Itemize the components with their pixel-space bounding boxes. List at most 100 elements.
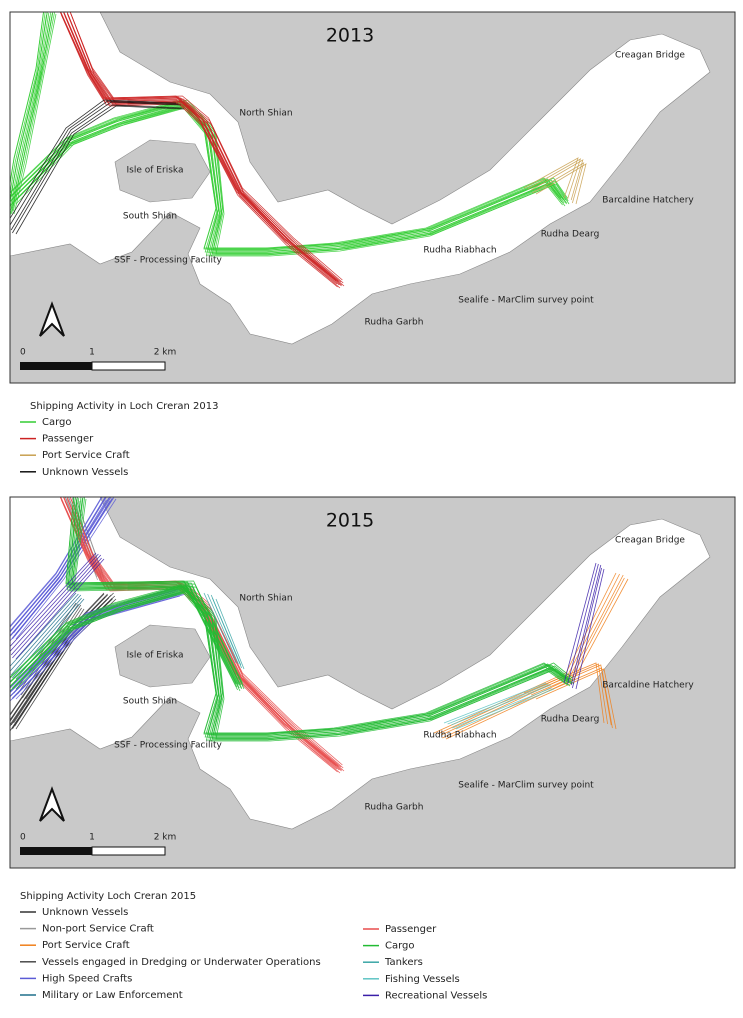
place-label: Rudha Garbh — [365, 318, 424, 328]
vessel-track — [527, 158, 582, 200]
map-frame — [9, 496, 736, 869]
vessel-track — [10, 592, 571, 742]
vessel-track — [10, 497, 103, 627]
vessel-track — [563, 562, 597, 684]
scale-label: 2 km — [154, 833, 177, 843]
vessel-track — [210, 594, 242, 666]
water — [10, 12, 711, 345]
vessel-track — [13, 13, 57, 215]
legend-text: Fishing Vessels — [385, 974, 460, 985]
legend-text: Non-port Service Craft — [42, 924, 154, 935]
place-label: Rudha Riabhach — [423, 731, 496, 741]
vessel-track — [10, 100, 179, 226]
vessel-track — [447, 683, 549, 725]
legend-text: Port Service Craft — [42, 450, 130, 461]
vessel-track — [10, 593, 79, 672]
legend-title: Shipping Activity in Loch Creran 2013 — [30, 401, 218, 412]
scale-bar-white — [91, 361, 166, 371]
place-label: Creagan Bridge — [615, 536, 685, 546]
scale-bar-black — [20, 362, 92, 370]
place-label: North Shian — [239, 109, 292, 119]
scale-label: 1 — [89, 348, 95, 358]
scale-bar-white — [91, 846, 166, 856]
place-label: Isle of Eriska — [127, 166, 184, 176]
island — [114, 139, 211, 203]
vessel-track — [15, 105, 185, 235]
place-label: Rudha Dearg — [541, 230, 600, 240]
vessel-track — [10, 497, 107, 633]
vessel-track — [575, 568, 605, 690]
legend-text: Tankers — [384, 957, 423, 968]
water — [10, 497, 711, 830]
map-body — [10, 497, 735, 868]
vessel-track — [535, 163, 587, 205]
legend-text: Passenger — [385, 924, 437, 935]
legend: Shipping Activity Loch Creran 2015 Unknow… — [20, 891, 487, 1001]
vessel-track — [71, 498, 242, 690]
vessel-track — [10, 592, 77, 667]
vessel-track — [10, 497, 110, 638]
vessel-track — [10, 99, 177, 220]
vessel-track — [570, 564, 602, 686]
vessel-track — [68, 497, 240, 689]
legend-text: Recreational Vessels — [385, 990, 487, 1001]
vessel-track — [452, 687, 552, 729]
vessel-track — [69, 500, 241, 692]
vessel-track — [10, 101, 181, 231]
legend-text: Passenger — [42, 434, 94, 445]
place-label: Rudha Garbh — [365, 803, 424, 813]
vessel-track — [10, 588, 568, 738]
legend-text: Port Service Craft — [42, 940, 130, 951]
vessel-track — [10, 104, 565, 254]
place-label: Creagan Bridge — [615, 51, 685, 61]
vessel-track — [15, 498, 117, 640]
vessel-track — [10, 586, 569, 736]
place-label: SSF - Processing Facility — [114, 256, 222, 266]
vessel-track — [66, 497, 238, 688]
vessel-track — [10, 12, 48, 204]
vessel-track — [437, 573, 620, 735]
map-body — [10, 12, 735, 383]
vessel-track — [10, 12, 45, 187]
vessel-track — [10, 101, 564, 251]
vessel-track — [10, 497, 103, 628]
vessel-track — [65, 497, 237, 685]
vessel-track — [10, 15, 51, 217]
vessel-track — [443, 682, 547, 724]
place-label: Isle of Eriska — [127, 651, 184, 661]
vessel-track — [10, 107, 566, 257]
vessel-track — [203, 592, 237, 664]
vessel-track — [12, 590, 572, 740]
vessel-track — [10, 12, 46, 196]
scale-bar-black — [20, 847, 92, 855]
vessel-track — [10, 103, 563, 253]
vessel-track — [531, 664, 612, 726]
vessel-track — [67, 497, 239, 686]
vessel-track — [12, 498, 113, 640]
place-label: Sealife - MarClim survey point — [458, 296, 594, 306]
legend-text: Vessels engaged in Dredging or Underwate… — [42, 957, 321, 968]
place-label: Barcaldine Hatchery — [602, 196, 694, 206]
legend-text: Unknown Vessels — [42, 467, 128, 478]
map-frame — [9, 11, 736, 384]
map: 2013 Creagan Bridge North Shian Isle of Eri… — [9, 11, 736, 384]
vessel-track — [567, 563, 599, 685]
map-title: 2013 — [326, 25, 374, 47]
place-label: South Shian — [123, 212, 177, 222]
place-label: Rudha Riabhach — [423, 246, 496, 256]
place-label: Sealife - MarClim survey point — [458, 781, 594, 791]
vessel-track — [63, 12, 339, 283]
scale-label: 0 — [20, 348, 26, 358]
north-arrow — [39, 301, 65, 337]
legend-text: Cargo — [385, 941, 415, 952]
place-label: SSF - Processing Facility — [114, 741, 222, 751]
vessel-track — [532, 162, 585, 204]
vessel-track — [61, 499, 338, 773]
vessel-track — [445, 578, 629, 740]
scale-label: 2 km — [154, 348, 177, 358]
vessel-track — [535, 668, 617, 730]
vessel-track — [572, 567, 602, 689]
scale-label: 1 — [89, 833, 95, 843]
vessel-track — [12, 557, 102, 659]
